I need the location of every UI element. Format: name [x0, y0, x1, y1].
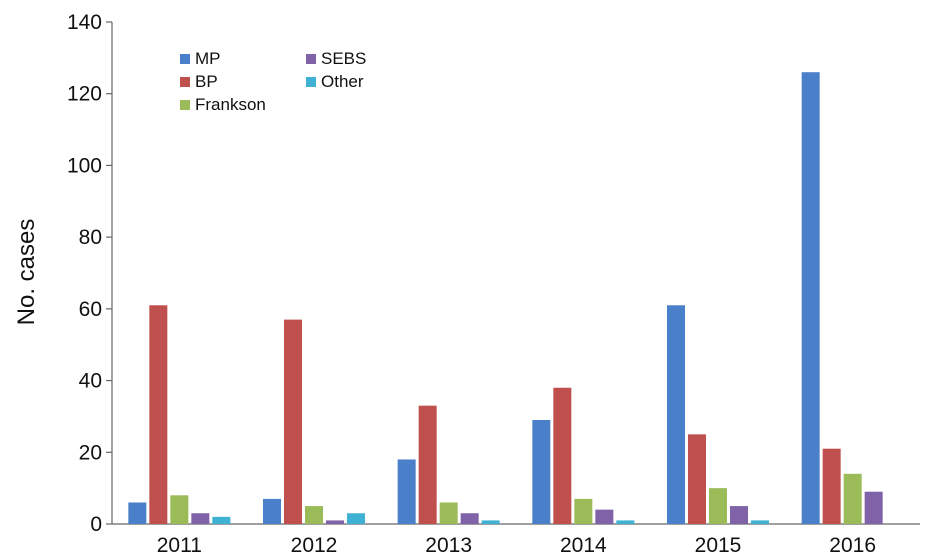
bar-frankson-2016 [843, 473, 862, 524]
y-tick-label: 40 [79, 370, 102, 393]
bar-sebs-2016 [864, 491, 883, 524]
x-tick-label: 2013 [425, 534, 472, 554]
bars [128, 72, 883, 524]
bar-mp-2011 [128, 502, 147, 524]
bar-other-2014 [616, 520, 635, 524]
x-tick-label: 2011 [157, 534, 202, 554]
bar-frankson-2013 [439, 502, 458, 524]
bar-other-2013 [481, 520, 500, 524]
bar-frankson-2015 [709, 488, 727, 524]
y-axis-label: No. cases [13, 219, 40, 326]
y-tick-label: 80 [79, 226, 102, 249]
bar-sebs-2013 [460, 513, 479, 524]
legend-label-bp: BP [195, 72, 218, 91]
y-tick-label: 100 [67, 154, 102, 177]
bar-bp-2014 [553, 387, 572, 524]
bar-sebs-2012 [326, 520, 344, 524]
bar-sebs-2011 [191, 513, 210, 524]
x-tick-label: 2012 [291, 534, 338, 554]
legend-label-sebs: SEBS [321, 49, 366, 68]
y-tick-label: 20 [79, 441, 102, 464]
bar-bp-2016 [822, 448, 841, 524]
bar-other-2015 [751, 520, 769, 524]
bar-mp-2012 [263, 498, 281, 524]
y-tick-label: 120 [67, 83, 102, 106]
bar-other-2011 [212, 516, 231, 524]
legend: MP BP Frankson SEBS Other [180, 49, 366, 114]
bar-bp-2013 [418, 405, 437, 524]
bar-frankson-2011 [170, 495, 189, 524]
x-tick-label: 2015 [695, 534, 742, 554]
legend-swatch-mp [180, 54, 190, 64]
bar-sebs-2015 [730, 506, 748, 524]
bar-mp-2016 [801, 72, 820, 524]
bar-bp-2015 [688, 434, 706, 524]
y-axis-ticks: 0 20 40 60 80 100 120 140 [67, 11, 112, 536]
bar-bp-2011 [149, 305, 168, 524]
y-tick-label: 0 [90, 513, 102, 536]
bar-mp-2014 [532, 420, 551, 524]
bar-frankson-2012 [305, 506, 323, 524]
legend-swatch-sebs [306, 54, 316, 64]
bar-mp-2013 [397, 459, 416, 524]
legend-swatch-other [306, 77, 316, 87]
x-tick-label: 2016 [829, 534, 876, 554]
legend-label-frankson: Frankson [195, 95, 266, 114]
legend-swatch-bp [180, 77, 190, 87]
bar-sebs-2014 [595, 509, 614, 524]
x-axis-ticks: 2011 2012 2013 2014 2015 2016 [157, 534, 876, 554]
y-tick-label: 60 [79, 298, 102, 321]
legend-label-mp: MP [195, 49, 221, 68]
bar-frankson-2014 [574, 498, 593, 524]
bar-other-2012 [347, 513, 365, 524]
bar-mp-2015 [667, 305, 685, 524]
legend-label-other: Other [321, 72, 364, 91]
legend-swatch-frankson [180, 100, 190, 110]
x-tick-label: 2014 [560, 534, 607, 554]
bar-bp-2012 [284, 319, 302, 524]
y-tick-label: 140 [67, 11, 102, 34]
